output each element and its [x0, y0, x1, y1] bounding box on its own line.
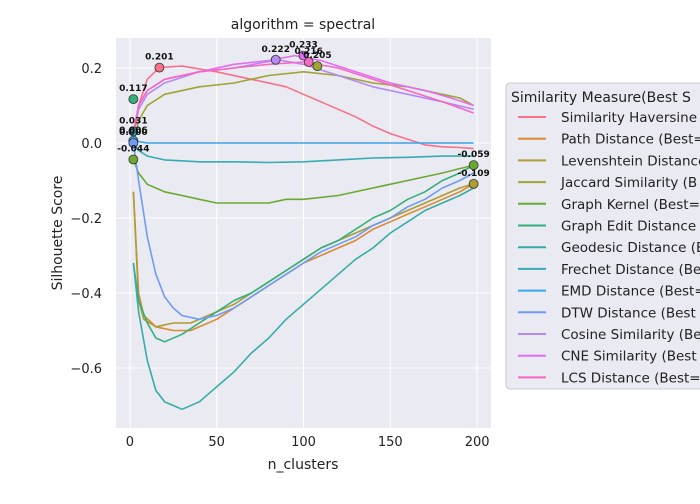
- legend-entry: Path Distance (Best=: [561, 132, 700, 148]
- legend-title: Similarity Measure(Best S: [511, 90, 691, 106]
- best-point-marker: [468, 160, 479, 171]
- legend-items: Similarity Haversine Path Distance (Best=…: [518, 110, 700, 386]
- best-point-marker: [154, 62, 165, 73]
- y-tick-label: −0.4: [70, 287, 102, 302]
- x-tick-label: 100: [291, 435, 316, 450]
- legend-entry: Levenshtein Distance: [561, 153, 700, 169]
- series-line-5: [132, 164, 474, 343]
- best-point-marker: [270, 54, 281, 65]
- y-tick-label: −0.6: [70, 362, 102, 377]
- legend-entry: Geodesic Distance (B: [561, 240, 700, 256]
- x-tick-label: 50: [208, 435, 225, 450]
- best-point-marker: [128, 94, 139, 105]
- chart-title: algorithm = spectral: [231, 17, 375, 33]
- best-point-marker: [468, 178, 479, 189]
- best-point-marker: [128, 154, 139, 165]
- y-tick-label: 0.2: [81, 62, 102, 77]
- series-line-8: [133, 140, 474, 144]
- best-point-label: 0.117: [119, 84, 147, 94]
- legend-entry: Graph Edit Distance: [561, 219, 696, 235]
- legend-entry: Jaccard Similarity (B: [560, 175, 697, 191]
- best-point-label: 0.216: [294, 47, 322, 57]
- series-layer: [132, 54, 474, 411]
- best-point-marker: [303, 57, 314, 67]
- legend-entry: DTW Distance (Best: [561, 305, 696, 321]
- best-point-label: 0.201: [145, 53, 173, 63]
- series-line-4: [132, 159, 474, 204]
- legend-entry: Frechet Distance (Be: [561, 262, 700, 278]
- best-point-label: 0.222: [261, 45, 289, 55]
- axis-layer: 0 50 100 150 200 0.2 0.0 −0.2 −0.4 −0.6: [70, 62, 489, 450]
- best-point-label: 0.233: [289, 41, 317, 51]
- x-tick-label: 200: [465, 435, 490, 450]
- best-point-marker: [312, 61, 323, 72]
- best-point-label: -0.109: [458, 169, 490, 179]
- series-line-12: [132, 61, 474, 136]
- legend-entry: CNE Similarity (Best: [561, 349, 697, 365]
- best-point-marker: [128, 138, 139, 148]
- legend-entry: Cosine Similarity (Be: [561, 327, 700, 343]
- best-point-label: 0.205: [303, 51, 331, 61]
- best-point-marker: [298, 50, 309, 61]
- best-point-label: -0.059: [458, 150, 490, 160]
- best-point-label: 0.006: [119, 126, 147, 136]
- series-line-7: [132, 142, 474, 164]
- best-point-label: -0.044: [117, 145, 149, 155]
- y-tick-label: 0.0: [81, 137, 102, 152]
- legend-entry: LCS Distance (Best=: [561, 370, 700, 386]
- x-tick-label: 150: [378, 435, 403, 450]
- series-line-9: [132, 142, 474, 321]
- legend-frame: [505, 82, 700, 390]
- legend: Similarity Measure(Best S Similarity Hav…: [505, 82, 700, 390]
- legend-entry: Similarity Haversine: [561, 110, 697, 126]
- series-line-6: [132, 187, 474, 411]
- x-axis-label: n_clusters: [268, 457, 339, 473]
- best-point-label: 0.000: [119, 128, 147, 138]
- legend-entry: EMD Distance (Best=: [561, 284, 700, 300]
- legend-entry: Graph Kernel (Best=: [561, 197, 700, 213]
- best-point-label: 0.031: [119, 116, 147, 126]
- y-tick-label: −0.2: [70, 212, 102, 227]
- x-tick-label: 0: [126, 435, 134, 450]
- y-axis-label: Silhouette Score: [50, 176, 66, 291]
